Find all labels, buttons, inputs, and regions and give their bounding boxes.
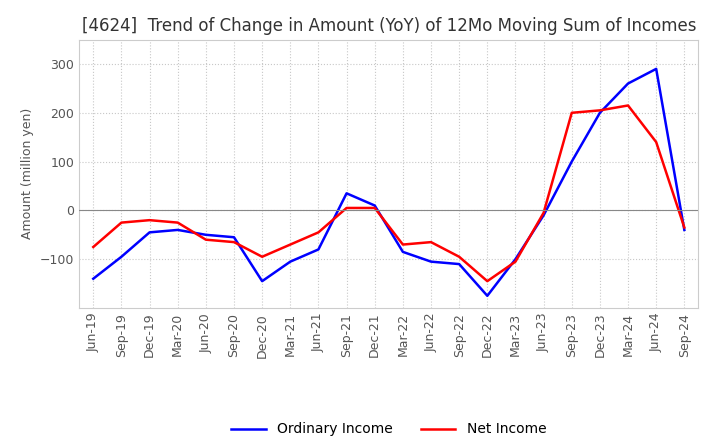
Net Income [258,254,266,260]
Ordinary Income [342,191,351,196]
Ordinary Income [89,276,98,281]
Net Income [117,220,126,225]
Ordinary Income [539,213,548,218]
Ordinary Income [399,249,408,254]
Net Income [483,279,492,284]
Net Income [342,205,351,211]
Net Income [624,103,632,108]
Ordinary Income [455,261,464,267]
Ordinary Income [511,257,520,262]
Net Income [680,225,688,230]
Net Income [230,239,238,245]
Ordinary Income [258,279,266,284]
Ordinary Income [370,203,379,208]
Ordinary Income [117,254,126,260]
Net Income [539,210,548,216]
Net Income [174,220,182,225]
Ordinary Income [174,227,182,233]
Net Income [567,110,576,115]
Line: Net Income: Net Income [94,106,684,281]
Ordinary Income [314,247,323,252]
Line: Ordinary Income: Ordinary Income [94,69,684,296]
Ordinary Income [680,227,688,233]
Net Income [399,242,408,247]
Ordinary Income [483,293,492,298]
Net Income [455,254,464,260]
Ordinary Income [567,159,576,164]
Net Income [314,230,323,235]
Ordinary Income [624,81,632,86]
Net Income [652,139,660,145]
Ordinary Income [202,232,210,238]
Title: [4624]  Trend of Change in Amount (YoY) of 12Mo Moving Sum of Incomes: [4624] Trend of Change in Amount (YoY) o… [81,17,696,35]
Net Income [370,205,379,211]
Ordinary Income [652,66,660,72]
Net Income [89,244,98,249]
Net Income [595,108,604,113]
Net Income [427,239,436,245]
Y-axis label: Amount (million yen): Amount (million yen) [22,108,35,239]
Ordinary Income [145,230,154,235]
Ordinary Income [286,259,294,264]
Net Income [511,259,520,264]
Ordinary Income [427,259,436,264]
Legend: Ordinary Income, Net Income: Ordinary Income, Net Income [226,417,552,440]
Net Income [202,237,210,242]
Net Income [286,242,294,247]
Net Income [145,217,154,223]
Ordinary Income [230,235,238,240]
Ordinary Income [595,110,604,115]
